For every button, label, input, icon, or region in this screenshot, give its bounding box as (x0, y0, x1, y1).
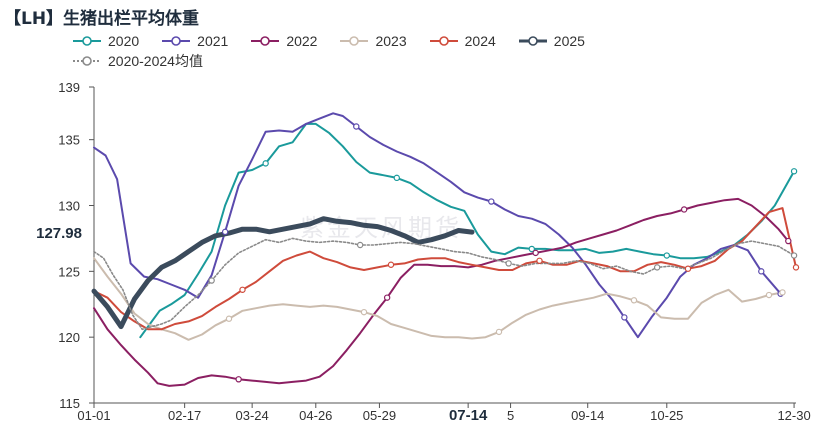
y-tick-label: 139 (58, 80, 80, 95)
end-marker-2023 (779, 289, 786, 296)
legend-item-2024: 2024 (429, 33, 496, 49)
y-tick-label: 115 (59, 396, 80, 411)
y-tick-label: 125 (58, 264, 80, 279)
series-line-2020-2024均值 (93, 237, 795, 331)
legend-swatch (162, 36, 191, 46)
point-marker-2021 (221, 228, 229, 236)
legend-item-2020: 2020 (72, 33, 139, 49)
point-marker-2020 (663, 252, 670, 259)
point-marker-2023 (360, 308, 368, 316)
series-line-2022 (93, 197, 790, 387)
x-tick-label: 04-26 (299, 408, 332, 423)
x-tick-label: 09-14 (571, 408, 604, 423)
series-line-2025 (91, 216, 475, 330)
legend-item-2022: 2022 (250, 33, 317, 49)
y-tick-label: 130 (58, 199, 80, 214)
point-marker-2024 (387, 261, 395, 268)
point-marker-2020-2024均值 (505, 260, 512, 267)
end-marker-2020-2024均值 (790, 252, 798, 259)
end-marker-2022 (785, 237, 792, 245)
x-tick-label: 02-17 (168, 408, 201, 423)
legend-item-2021: 2021 (161, 33, 228, 49)
legend-item-2023: 2023 (339, 33, 407, 49)
legend-swatch (73, 36, 101, 46)
point-marker-2020-2024均值 (356, 241, 364, 249)
x-tick-label: 5 (507, 408, 514, 423)
series-line-2021 (93, 112, 782, 339)
point-marker-2023 (765, 291, 773, 299)
y-tick-label: 120 (58, 330, 80, 345)
series-line-2023 (93, 257, 784, 341)
y-tick-label: 135 (58, 133, 80, 148)
end-marker-2020 (790, 168, 798, 175)
legend-row-2: 2020-2024均值 (72, 51, 792, 71)
legend-swatch (340, 36, 369, 46)
point-marker-2022 (680, 206, 688, 213)
legend-swatch (429, 36, 458, 46)
legend-item-2020-2024均值: 2020-2024均值 (72, 51, 203, 71)
series-line-2024 (93, 207, 797, 331)
x-tick-label: 03-24 (236, 408, 269, 423)
legend-row-1: 2020 2021 2022 2023 2024 2025 (72, 31, 792, 51)
point-marker-2020-2024均值 (653, 264, 661, 271)
point-marker-2020-2024均值 (208, 277, 215, 284)
legend-label: 2021 (197, 33, 229, 49)
legend-swatch (251, 36, 280, 46)
point-marker-2024 (684, 265, 692, 272)
legend-label: 2020-2024均值 (108, 53, 203, 69)
x-tick-label: 07-14 (449, 407, 488, 423)
point-marker-2020 (393, 174, 400, 182)
x-tick-label: 05-29 (363, 408, 396, 423)
series-line-2020 (139, 122, 796, 339)
legend-item-2025: 2025 (518, 33, 585, 49)
point-marker-2022 (383, 294, 391, 301)
x-tick-label: 12-30 (777, 408, 810, 423)
point-marker-2021 (488, 198, 495, 205)
legend: 2020 2021 2022 2023 2024 2025 2020-2024均值 (72, 31, 792, 71)
point-marker-2022 (235, 376, 242, 383)
point-marker-2024 (239, 286, 246, 293)
legend-label: 2020 (108, 33, 140, 49)
legend-label: 2023 (375, 33, 407, 49)
point-marker-2022 (532, 249, 539, 257)
point-marker-2020 (262, 160, 269, 167)
current-value-label: 127.98 (36, 225, 82, 242)
legend-label: 2024 (464, 33, 496, 49)
legend-swatch (73, 56, 101, 66)
x-tick-label: 10-25 (650, 408, 683, 423)
point-marker-2023 (225, 315, 233, 322)
legend-label: 2025 (553, 33, 585, 49)
legend-swatch (518, 36, 547, 46)
point-marker-2021 (621, 314, 628, 321)
current-value-bg (2, 222, 86, 243)
chart-title: 【LH】生猪出栏平均体重 (4, 9, 200, 29)
x-tick-label: 01-01 (77, 408, 110, 423)
point-marker-2023 (630, 297, 638, 304)
point-marker-2024 (536, 257, 543, 264)
point-marker-2020 (528, 245, 535, 253)
point-marker-2021 (758, 268, 765, 275)
legend-label: 2022 (286, 33, 318, 49)
end-marker-2024 (792, 264, 800, 271)
point-marker-2023 (495, 328, 503, 336)
point-marker-2021 (353, 123, 360, 130)
